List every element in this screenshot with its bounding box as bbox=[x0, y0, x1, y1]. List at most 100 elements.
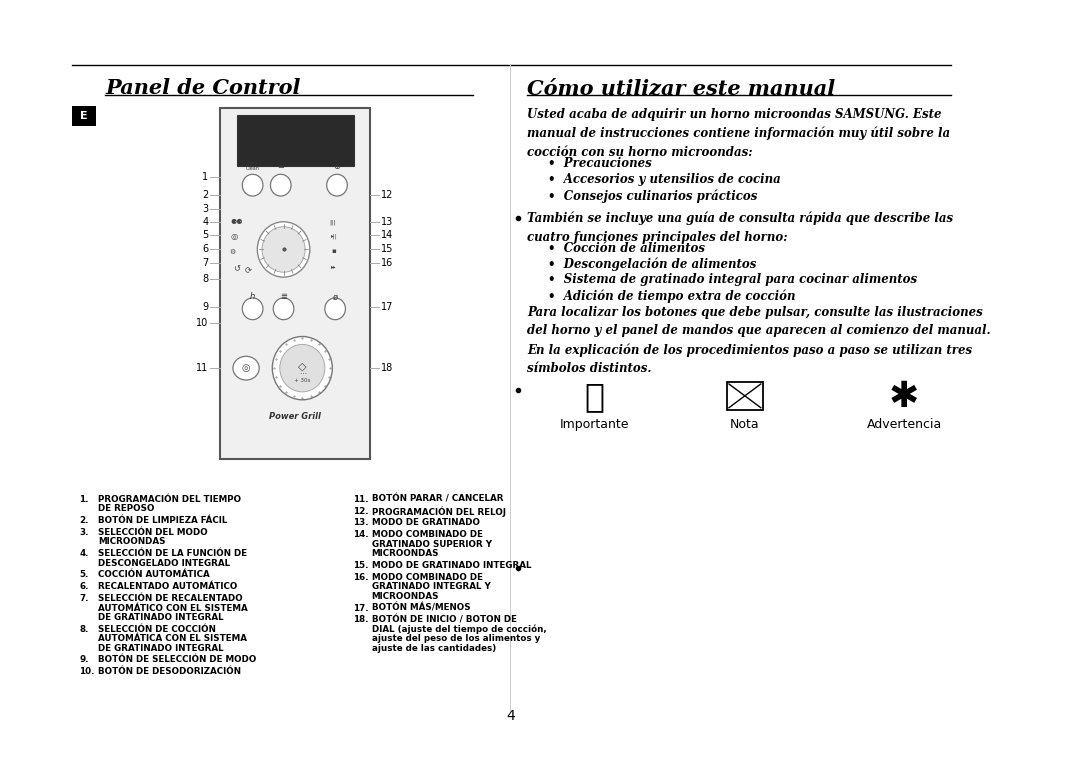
Text: ≣: ≣ bbox=[280, 292, 287, 301]
Circle shape bbox=[273, 298, 294, 320]
Text: 15: 15 bbox=[381, 244, 393, 254]
Text: PROGRAMACIÓN DEL RELOJ: PROGRAMACIÓN DEL RELOJ bbox=[372, 507, 505, 517]
Text: MODO DE GRATINADO: MODO DE GRATINADO bbox=[372, 519, 480, 527]
Circle shape bbox=[325, 298, 346, 320]
Text: BOTÓN DE DESODORIZACIÓN: BOTÓN DE DESODORIZACIÓN bbox=[98, 668, 241, 676]
Text: En la explicación de los procedimientos paso a paso se utilizan tres
símbolos di: En la explicación de los procedimientos … bbox=[527, 343, 972, 375]
Text: Advertencia: Advertencia bbox=[866, 417, 942, 430]
Text: 18.: 18. bbox=[353, 616, 368, 624]
Circle shape bbox=[272, 336, 333, 400]
Text: También se incluye una guía de consulta rápida que describe las
cuatro funciones: También se incluye una guía de consulta … bbox=[527, 212, 954, 244]
Text: 4.: 4. bbox=[79, 549, 89, 559]
Text: MICROONDAS: MICROONDAS bbox=[372, 591, 440, 600]
Text: Para localizar los botones que debe pulsar, consulte las ilustraciones
del horno: Para localizar los botones que debe puls… bbox=[527, 306, 991, 337]
Text: BOTÓN DE INICIO / BOTON DE: BOTÓN DE INICIO / BOTON DE bbox=[372, 616, 516, 624]
Text: SELECCIÓN DE LA FUNCIÓN DE: SELECCIÓN DE LA FUNCIÓN DE bbox=[98, 549, 247, 559]
Text: 8: 8 bbox=[202, 274, 208, 284]
Text: 9.: 9. bbox=[79, 655, 89, 665]
Text: 2: 2 bbox=[202, 190, 208, 200]
Text: 12: 12 bbox=[381, 190, 393, 200]
Text: 17: 17 bbox=[381, 302, 393, 312]
Circle shape bbox=[262, 227, 306, 272]
Text: ↺: ↺ bbox=[233, 264, 240, 272]
Text: ⟳: ⟳ bbox=[244, 267, 252, 275]
Text: •  Cocción de alimentos: • Cocción de alimentos bbox=[548, 242, 705, 255]
Text: GRATINADO INTEGRAL Y: GRATINADO INTEGRAL Y bbox=[372, 582, 490, 591]
Text: 10.: 10. bbox=[79, 668, 95, 676]
Text: 🕯: 🕯 bbox=[585, 380, 605, 413]
Bar bbox=[237, 115, 354, 166]
Text: MODO COMBINADO DE: MODO COMBINADO DE bbox=[372, 573, 483, 582]
Text: ▪: ▪ bbox=[332, 249, 337, 254]
Text: •  Sistema de gratinado integral para cocinar alimentos: • Sistema de gratinado integral para coc… bbox=[548, 273, 917, 286]
Text: Power Grill: Power Grill bbox=[269, 412, 321, 421]
Text: 13: 13 bbox=[381, 217, 393, 227]
Bar bbox=[71, 106, 96, 126]
Text: 12.: 12. bbox=[353, 507, 368, 516]
Text: 16: 16 bbox=[381, 259, 393, 269]
Text: 8.: 8. bbox=[79, 625, 89, 634]
Text: Easy
Clean: Easy Clean bbox=[245, 160, 259, 172]
Text: ≡: ≡ bbox=[278, 163, 284, 172]
Text: AUTOMÁTICO CON EL SISTEMA: AUTOMÁTICO CON EL SISTEMA bbox=[98, 604, 247, 613]
Text: BOTÓN PARAR / CANCELAR: BOTÓN PARAR / CANCELAR bbox=[372, 494, 503, 504]
Text: 3.: 3. bbox=[79, 528, 89, 537]
Text: COCCIÓN AUTOMÁTICA: COCCIÓN AUTOMÁTICA bbox=[98, 571, 210, 579]
Text: MICROONDAS: MICROONDAS bbox=[98, 537, 165, 546]
Text: ajuste del peso de los alimentos y: ajuste del peso de los alimentos y bbox=[372, 634, 540, 643]
Text: BOTÓN DE SELECCIÓN DE MODO: BOTÓN DE SELECCIÓN DE MODO bbox=[98, 655, 256, 665]
Text: 4: 4 bbox=[202, 217, 208, 227]
Text: 5.: 5. bbox=[79, 571, 89, 579]
Bar bbox=[220, 108, 369, 459]
Text: ◎: ◎ bbox=[230, 232, 238, 241]
Text: Panel de Control: Panel de Control bbox=[106, 79, 301, 98]
Text: 9: 9 bbox=[202, 302, 208, 312]
Text: BOTÓN DE LIMPIEZA FÁCIL: BOTÓN DE LIMPIEZA FÁCIL bbox=[98, 516, 227, 525]
Text: ◎: ◎ bbox=[242, 363, 251, 373]
Ellipse shape bbox=[233, 356, 259, 380]
Text: 3: 3 bbox=[202, 204, 208, 214]
Text: •  Accesorios y utensilios de cocina: • Accesorios y utensilios de cocina bbox=[548, 173, 781, 186]
Text: 7: 7 bbox=[202, 259, 208, 269]
Text: ▸||: ▸|| bbox=[330, 233, 338, 240]
Text: •  Precauciones: • Precauciones bbox=[548, 157, 651, 170]
Text: DESCONGELADO INTEGRAL: DESCONGELADO INTEGRAL bbox=[98, 559, 230, 568]
Text: DE GRATINADO INTEGRAL: DE GRATINADO INTEGRAL bbox=[98, 613, 224, 622]
Text: 4: 4 bbox=[507, 710, 515, 723]
Text: 14: 14 bbox=[381, 230, 393, 240]
Text: 1.: 1. bbox=[79, 494, 89, 504]
Text: DIAL (ajuste del tiempo de cocción,: DIAL (ajuste del tiempo de cocción, bbox=[372, 625, 546, 634]
Text: 6: 6 bbox=[202, 244, 208, 254]
Text: |||: ||| bbox=[329, 219, 336, 224]
Text: DE REPOSO: DE REPOSO bbox=[98, 504, 154, 513]
Text: 16.: 16. bbox=[353, 573, 368, 582]
Text: MODO COMBINADO DE: MODO COMBINADO DE bbox=[372, 530, 483, 539]
Text: DE GRATINADO INTEGRAL: DE GRATINADO INTEGRAL bbox=[98, 644, 224, 652]
Text: •  Consejos culinarios prácticos: • Consejos culinarios prácticos bbox=[548, 189, 757, 203]
Text: MICROONDAS: MICROONDAS bbox=[372, 549, 440, 559]
Text: 6.: 6. bbox=[79, 582, 89, 591]
Text: AUTOMÁTICA CON EL SISTEMA: AUTOMÁTICA CON EL SISTEMA bbox=[98, 634, 247, 643]
Text: 5: 5 bbox=[202, 230, 208, 240]
Text: 18: 18 bbox=[381, 363, 393, 373]
Text: •  Adición de tiempo extra de cocción: • Adición de tiempo extra de cocción bbox=[548, 289, 796, 302]
Text: RECALENTADO AUTOMÁTICO: RECALENTADO AUTOMÁTICO bbox=[98, 582, 238, 591]
Text: ⊕: ⊕ bbox=[334, 163, 340, 172]
Text: •  Descongelación de alimentos: • Descongelación de alimentos bbox=[548, 257, 756, 271]
Text: 13.: 13. bbox=[353, 519, 368, 527]
Text: Cómo utilizar este manual: Cómo utilizar este manual bbox=[527, 79, 836, 98]
Text: 7.: 7. bbox=[79, 594, 89, 604]
Text: GRATINADO SUPERIOR Y: GRATINADO SUPERIOR Y bbox=[372, 539, 491, 549]
Text: SELECCIÓN DE COCCIÓN: SELECCIÓN DE COCCIÓN bbox=[98, 625, 216, 634]
Text: SELECCIÓN DE RECALENTADO: SELECCIÓN DE RECALENTADO bbox=[98, 594, 243, 604]
Text: ⚙: ⚙ bbox=[230, 249, 237, 254]
Text: ø: ø bbox=[333, 292, 338, 301]
Circle shape bbox=[242, 174, 262, 196]
Text: 11.: 11. bbox=[353, 494, 368, 504]
Text: 1: 1 bbox=[202, 172, 208, 182]
Text: 11: 11 bbox=[197, 363, 208, 373]
Circle shape bbox=[280, 344, 325, 392]
Text: ▸▸: ▸▸ bbox=[332, 264, 337, 269]
Text: h: h bbox=[249, 292, 255, 301]
Text: 15.: 15. bbox=[353, 561, 368, 570]
